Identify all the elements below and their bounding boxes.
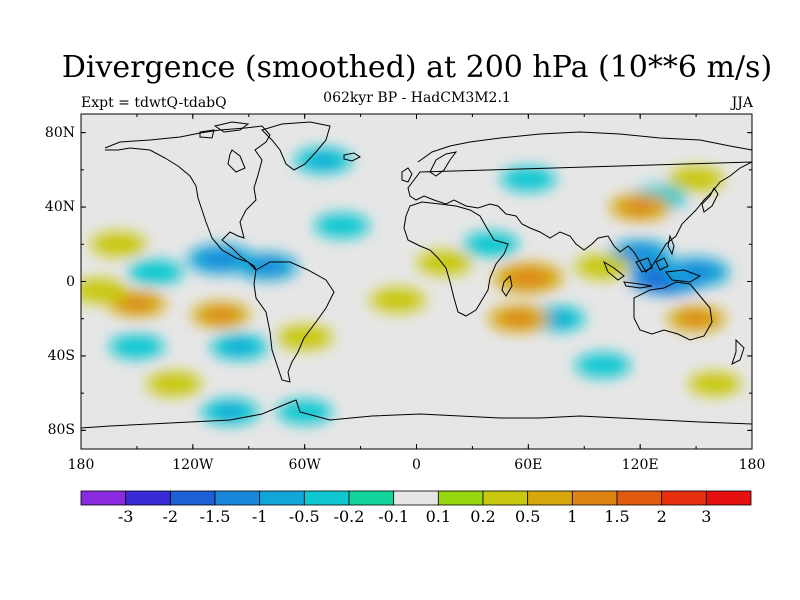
coast-africa [403,201,509,317]
coast-hudson-bay [227,149,246,173]
divergence-core [624,199,657,215]
divergence-cell-positive [575,254,631,279]
colorbar-label: 2 [656,507,667,526]
divergence-core [624,246,657,261]
lon-label: 180 [738,457,766,473]
lat-label: 0 [66,273,75,290]
lat-label: 40N [44,199,75,216]
coast-japan [701,187,719,213]
lon-label: 180 [67,457,95,473]
coast-iceland [343,152,361,162]
divergence-cell-positive [146,371,202,397]
coast-australia [633,281,713,341]
colorbar-label: -2 [162,507,179,526]
divergence-cell-positive [370,287,426,313]
divergence-cell-negative [500,166,556,192]
lon-label: 60E [514,457,543,473]
coast-philippines [667,234,675,256]
divergence-core [202,251,239,268]
divergence-core [541,311,572,326]
coast-eurasia [407,131,752,273]
coast-north-america [104,125,271,271]
colorbar-label: 0.2 [470,507,496,526]
divergence-core [678,264,715,281]
colorbar-label: -3 [117,507,134,526]
axis-ticks [80,114,753,449]
divergence-cell-positive [688,372,741,396]
divergence-cell-negative [128,259,184,285]
coast-new-zealand [731,338,745,365]
divergence-core [251,259,284,274]
divergence-cell-positive [416,250,473,276]
divergence-core [121,296,152,311]
colorbar-label: -0.5 [288,507,320,526]
coast-south-america [253,261,335,383]
divergence-cell-positive [81,278,128,304]
colorbar-label: 1.5 [604,507,630,526]
coast-antarctica [81,399,752,429]
colorbar-label: -1 [251,507,268,526]
lat-label: 40S [47,347,75,364]
divergence-core [205,308,236,322]
divergence-core [215,404,246,419]
coast-british-isles [401,167,413,183]
lon-label: 60W [288,457,321,473]
coast-scandinavia [429,151,458,177]
colorbar-label: 0.5 [514,507,541,526]
lat-label: 80S [47,422,75,439]
lat-label: 80N [44,124,75,141]
divergence-core [224,339,255,354]
divergence-core [681,311,712,326]
colorbar-label: 3 [701,507,712,526]
colorbar-label: 0.1 [425,507,452,526]
divergence-core [308,153,339,168]
colorbar-label: -1.5 [199,507,231,526]
lon-label: 120E [621,457,659,473]
divergence-cell-positive [90,231,146,257]
coastlines [81,121,752,429]
lon-label: 120W [172,457,214,473]
coast-arctic-islands [199,121,250,139]
coast-madagascar [501,274,513,297]
colorbar-label: -0.1 [378,507,410,526]
lon-label: 0 [412,457,421,473]
experiment-label: Expt = tdwtQ-tdabQ [81,95,227,111]
divergence-cell-positive [668,166,724,192]
season-label: JJA [731,95,753,111]
divergence-cell-negative [575,352,631,378]
plot-subtitle: 062kyr BP - HadCM3M2.1 [323,90,511,106]
coast-greenland [261,121,331,171]
divergence-cell-negative [277,399,333,425]
divergence-cell-negative [109,334,165,359]
divergence-core [503,311,535,327]
colorbar-label: 1 [567,507,578,526]
colorbar-label: -0.2 [333,507,365,526]
divergence-cell-negative [314,213,370,239]
plot-title: Divergence (smoothed) at 200 hPa (10**6 … [61,50,773,85]
coast-indonesia [602,257,702,289]
divergence-core [509,269,548,287]
